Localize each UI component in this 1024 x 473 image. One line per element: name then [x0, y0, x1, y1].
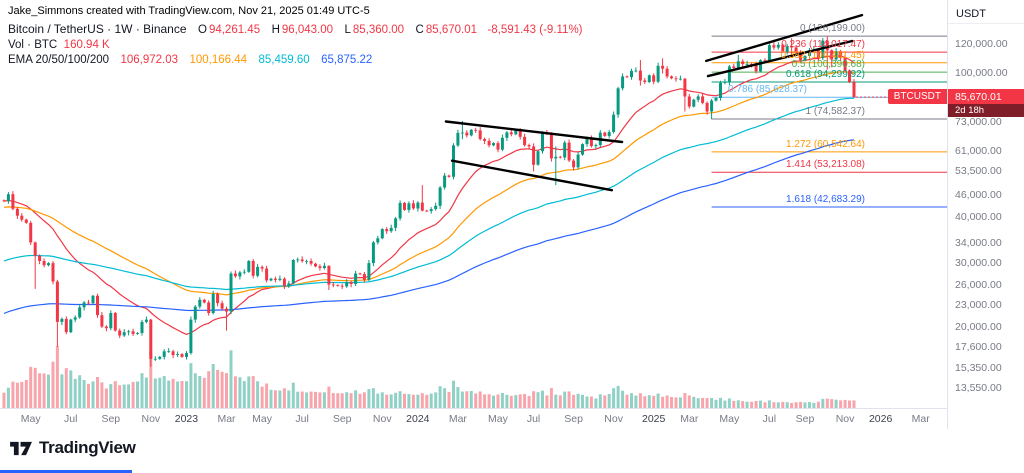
price-axis-label: 23,000.00 — [955, 298, 1002, 311]
price-axis-label: 34,000.00 — [955, 236, 1002, 249]
time-axis-label: Sep — [101, 413, 121, 425]
axis-currency-label: USDT — [948, 0, 1024, 24]
time-axis-label: Mar — [448, 413, 467, 425]
price-axis-label: 15,350.00 — [955, 362, 1002, 375]
volume-row[interactable]: Vol · BTC 160.94 K — [8, 36, 583, 51]
brand-name: TradingView — [39, 438, 136, 457]
time-axis-label: Jul — [64, 413, 78, 425]
price-axis[interactable]: USDT 120,000.00 100,000.00 73,000.00 61,000… — [947, 0, 1024, 429]
ema200-value: 65,875.22 — [321, 54, 373, 66]
time-axis-label: Sep — [332, 413, 352, 425]
high-label: H — [271, 24, 280, 36]
ema20-value: 106,972.03 — [120, 54, 179, 66]
ema-row[interactable]: EMA 20/50/100/200 106,972.03 100,166.44 … — [8, 51, 583, 66]
trendline — [705, 13, 864, 63]
trendline — [450, 159, 614, 192]
time-axis-label: Nov — [372, 413, 392, 425]
time-axis-label: 2023 — [174, 413, 199, 425]
ema-20-line — [3, 55, 855, 335]
candlestick-series — [2, 36, 856, 367]
high-value: 96,043.00 — [281, 24, 334, 36]
volume-series — [2, 346, 856, 408]
price-axis-label: 30,000.00 — [955, 256, 1002, 269]
time-axis-label: Nov — [835, 413, 855, 425]
symbol-description[interactable]: Bitcoin / TetherUS · 1W · Binance — [8, 22, 187, 36]
time-axis-label: 2026 — [868, 413, 893, 425]
ema50-value: 100,166.44 — [189, 54, 248, 66]
price-axis-label: 13,550.00 — [955, 381, 1002, 394]
price-axis-label: 20,000.00 — [955, 320, 1002, 333]
low-value: 85,360.00 — [352, 24, 405, 36]
time-axis-label: May — [20, 413, 41, 425]
time-axis-label: Mar — [911, 413, 930, 425]
candle-close-countdown: 2d 18h — [948, 104, 1024, 118]
time-axis-label: Mar — [680, 413, 699, 425]
ema100-value: 85,459.60 — [258, 54, 310, 66]
time-axis-label: Jul — [295, 413, 309, 425]
tradingview-brand[interactable]: TradingView — [10, 438, 136, 458]
tradingview-logo-icon — [10, 441, 32, 455]
time-axis-label: Sep — [564, 413, 583, 425]
ema-200-line — [3, 139, 855, 315]
current-price-badge: 85,670.01 — [948, 89, 1024, 106]
trendline — [706, 39, 854, 78]
watermark-attribution: Jake_Simmons created with TradingView.co… — [8, 5, 370, 17]
low-label: L — [344, 24, 351, 36]
time-axis-label: 2025 — [642, 413, 666, 425]
footer-bar: TradingView — [0, 429, 1024, 473]
ema-lines — [3, 55, 855, 335]
time-axis-label: Mar — [217, 413, 236, 425]
ema-50-line — [3, 71, 855, 296]
price-axis-label: 26,000.00 — [955, 279, 1002, 292]
trendline — [444, 120, 624, 144]
time-axis-label: Jul — [526, 413, 541, 425]
chart-legend: Bitcoin / TetherUS · 1W · Binance O 94,26… — [8, 21, 583, 66]
time-axis-label: May — [488, 413, 508, 425]
time-axis[interactable]: May Jul Sep Nov 2023 Mar May Jul Sep Nov 2024 Mar Ma… — [0, 408, 1024, 430]
open-label: O — [197, 24, 207, 36]
time-axis-label: Sep — [795, 413, 815, 425]
volume-value: 160.94 K — [63, 39, 110, 51]
time-axis-label: Jul — [762, 413, 777, 425]
price-axis-label: 61,000.00 — [955, 144, 1002, 157]
symbol-row[interactable]: Bitcoin / TetherUS · 1W · Binance O 94,26… — [8, 21, 583, 36]
time-axis-label: 2024 — [406, 413, 430, 425]
price-axis-label: 100,000.00 — [955, 66, 1008, 79]
time-axis-label: May — [719, 413, 740, 425]
ema-label: EMA 20/50/100/200 — [8, 54, 110, 66]
time-axis-label: May — [252, 413, 273, 425]
price-axis-label: 40,000.00 — [955, 211, 1002, 224]
price-axis-label: 17,600.00 — [955, 340, 1002, 353]
volume-label: Vol · BTC — [8, 39, 58, 51]
trendline-drawings[interactable] — [444, 13, 864, 192]
close-label: C — [415, 24, 424, 36]
time-axis-label: Nov — [604, 413, 623, 425]
bottom-progress-bar — [0, 470, 132, 473]
ema-100-line — [3, 97, 854, 291]
price-axis-label: 46,000.00 — [955, 189, 1002, 202]
price-axis-label: 53,500.00 — [955, 165, 1002, 178]
close-value: 85,670.01 — [425, 24, 478, 36]
symbol-price-label: BTCUSDT — [887, 89, 947, 105]
change-value: -8,591.43 (-9.11%) — [487, 24, 583, 36]
open-value: 94,261.45 — [208, 24, 261, 36]
fib-retracement-lines[interactable] — [711, 35, 947, 208]
price-chart-canvas[interactable] — [0, 0, 947, 408]
price-axis-label: 73,000.00 — [955, 116, 1002, 129]
price-axis-label: 120,000.00 — [955, 38, 1008, 50]
time-axis-label: Nov — [141, 413, 161, 425]
